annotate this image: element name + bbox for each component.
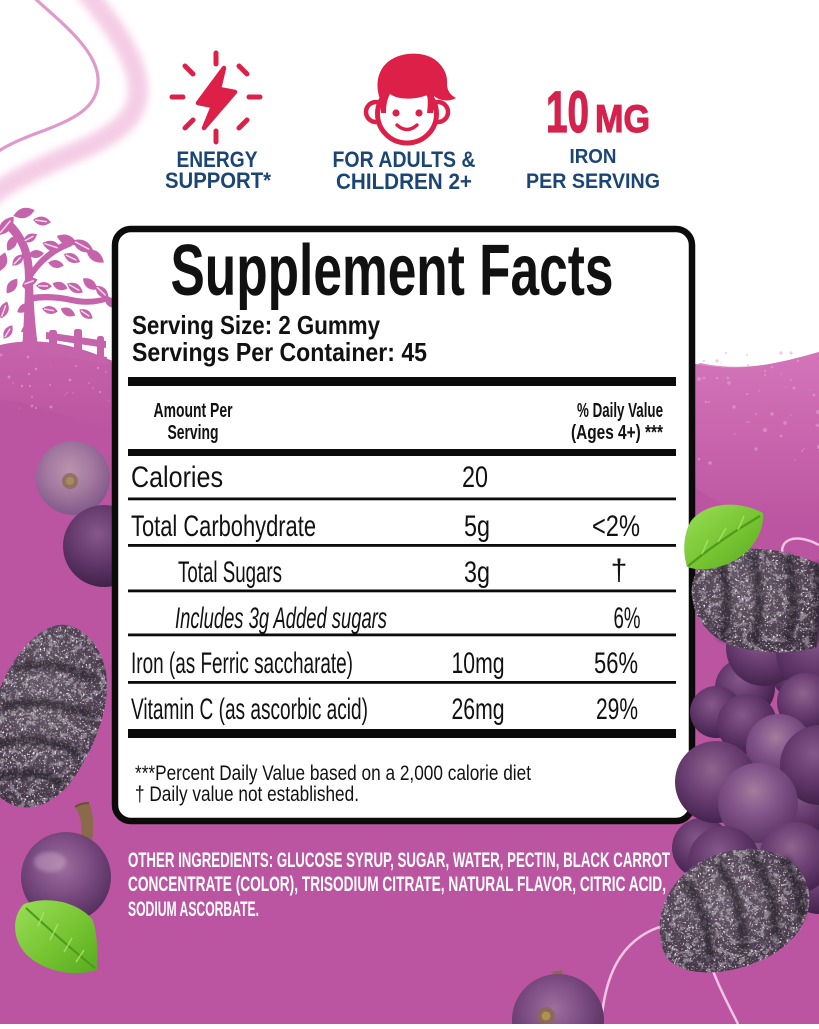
svg-text:Supplement Facts: Supplement Facts: [171, 231, 614, 311]
svg-text:Total Sugars: Total Sugars: [178, 556, 282, 589]
svg-text:OTHER INGREDIENTS: GLUCOSE SYR: OTHER INGREDIENTS: GLUCOSE SYRUP, SUGAR,…: [128, 849, 670, 872]
svg-text:Servings Per Container: 45: Servings Per Container: 45: [132, 337, 427, 367]
svg-text:29%: 29%: [596, 693, 638, 726]
svg-text:<2%: <2%: [592, 510, 640, 543]
svg-text:Iron (as Ferric saccharate): Iron (as Ferric saccharate): [131, 647, 353, 680]
svg-text:Includes 3g Added sugars: Includes 3g Added sugars: [175, 602, 387, 635]
svg-text:(Ages 4+) ***: (Ages 4+) ***: [571, 422, 663, 444]
svg-text:† Daily value not established.: † Daily value not established.: [135, 783, 359, 806]
svg-text:6%: 6%: [614, 602, 641, 635]
svg-text:†: †: [611, 554, 628, 587]
svg-text:% Daily Value: % Daily Value: [577, 400, 663, 422]
svg-text:10mg: 10mg: [452, 647, 505, 680]
svg-text:SUPPORT*: SUPPORT*: [165, 168, 271, 193]
svg-text:Serving Size: 2 Gummy: Serving Size: 2 Gummy: [132, 310, 380, 340]
svg-text:10: 10: [546, 80, 589, 145]
svg-text:Serving: Serving: [168, 422, 219, 444]
svg-text:56%: 56%: [594, 647, 638, 680]
svg-text:CONCENTRATE (COLOR), TRISODIUM: CONCENTRATE (COLOR), TRISODIUM CITRATE, …: [128, 873, 666, 896]
svg-text:3g: 3g: [464, 556, 490, 589]
svg-text:26mg: 26mg: [452, 693, 505, 726]
svg-text:SODIUM ASCORBATE.: SODIUM ASCORBATE.: [128, 898, 259, 921]
svg-text:20: 20: [462, 461, 488, 494]
svg-text:Amount Per: Amount Per: [154, 400, 233, 422]
svg-text:Total Carbohydrate: Total Carbohydrate: [131, 510, 316, 543]
svg-text:Calories: Calories: [131, 461, 223, 494]
svg-text:MG: MG: [595, 98, 650, 141]
svg-text:PER SERVING: PER SERVING: [526, 170, 660, 193]
svg-text:***Percent Daily Value based o: ***Percent Daily Value based on a 2,000 …: [135, 762, 531, 785]
svg-text:Vitamin C (as ascorbic acid): Vitamin C (as ascorbic acid): [131, 693, 368, 726]
svg-text:5g: 5g: [464, 510, 490, 543]
svg-text:IRON: IRON: [570, 146, 617, 168]
svg-text:CHILDREN 2+: CHILDREN 2+: [336, 169, 472, 194]
